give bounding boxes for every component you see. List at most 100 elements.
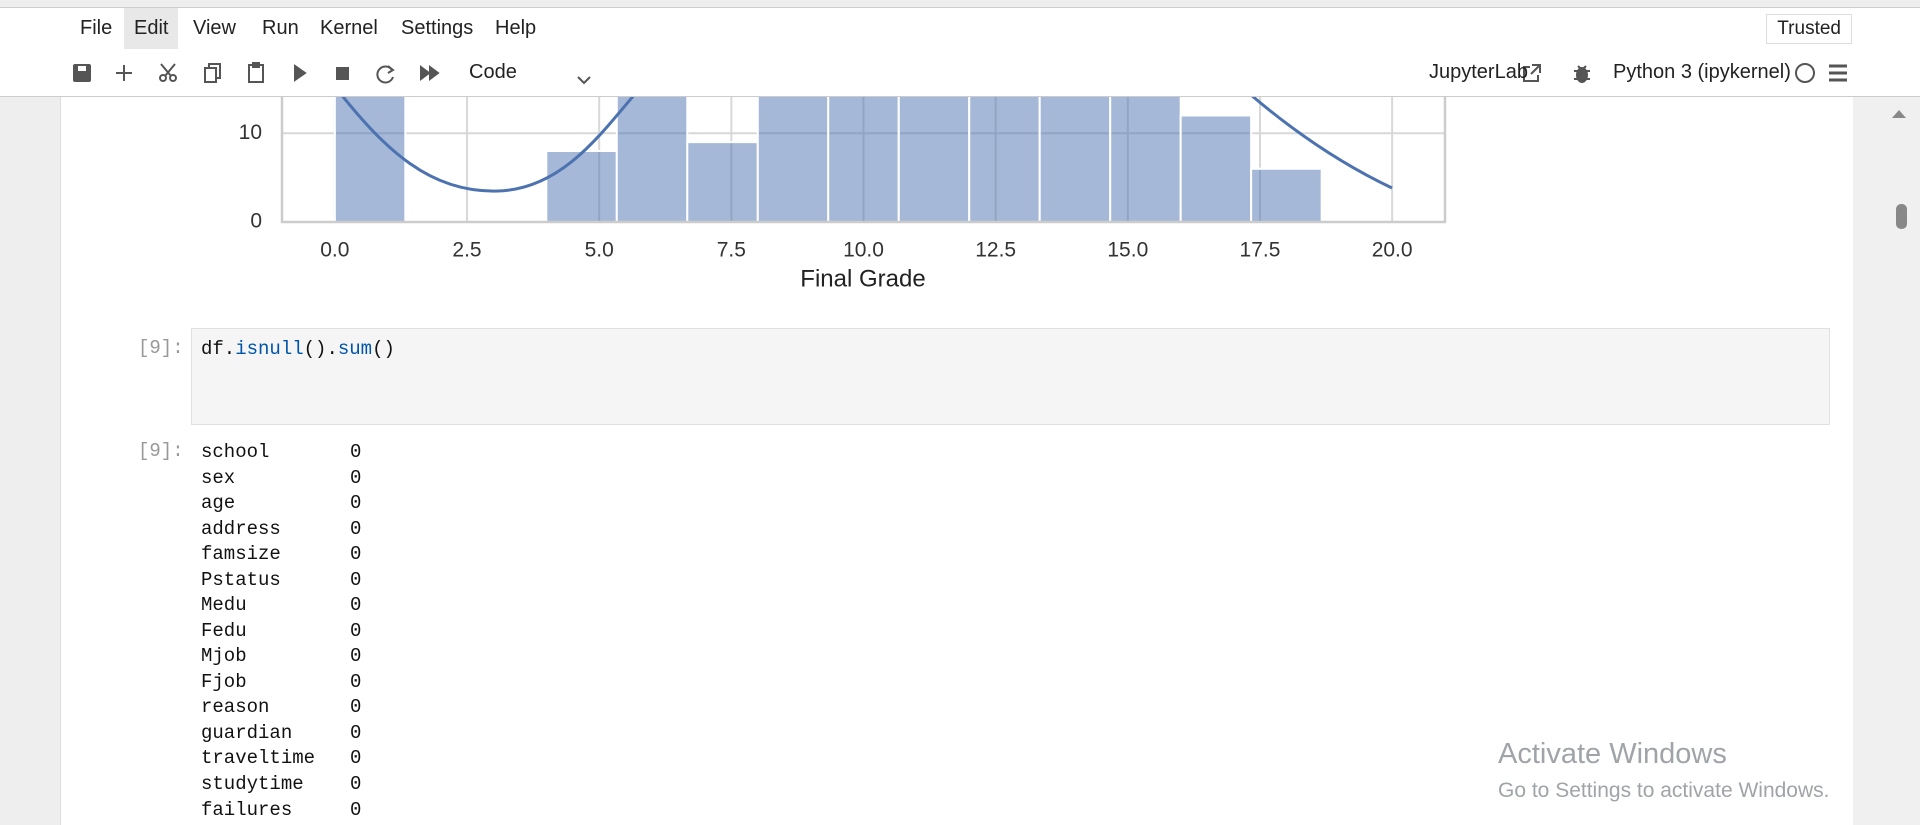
x-tick-label: 7.5	[717, 239, 746, 262]
output-value: 0	[350, 696, 362, 719]
x-tick-label: 0.0	[320, 239, 349, 262]
output-row: Fjob 0	[201, 670, 361, 695]
scrollbar[interactable]	[1853, 96, 1920, 825]
histogram-bar	[1179, 114, 1253, 223]
x-axis-label: Final Grade	[800, 265, 925, 292]
menu-item[interactable]: Run	[262, 17, 299, 39]
histogram-bar	[1109, 96, 1182, 224]
scrollbar-graphics	[1892, 110, 1907, 229]
output-row: traveltime 0	[201, 746, 361, 771]
paste-button[interactable]	[248, 62, 264, 83]
output-row: Mjob 0	[201, 644, 361, 669]
output-value: 0	[350, 441, 362, 463]
code-input[interactable]: df.isnull().sum()	[191, 328, 1830, 425]
output-value: 0	[350, 670, 362, 693]
output-row: famsize 0	[201, 542, 361, 567]
output-key: school	[201, 441, 270, 463]
add-cell-button[interactable]	[116, 65, 132, 81]
x-tick-label: 10.0	[843, 239, 884, 262]
axes-frame	[280, 96, 1447, 224]
copy-button[interactable]	[204, 63, 221, 83]
output-value: 0	[350, 773, 362, 796]
property-menu[interactable]	[1829, 64, 1847, 82]
output-key: Medu	[201, 594, 247, 617]
menu-item[interactable]: Help	[495, 17, 537, 39]
jupyterlab-link[interactable]: JupyterLab	[1429, 61, 1528, 83]
output-prompt: [9]:	[138, 440, 184, 462]
x-tick-label: 2.5	[452, 239, 481, 262]
menu-item[interactable]: File	[80, 17, 113, 39]
histogram-bar	[333, 96, 407, 223]
scroll-up-arrow[interactable]	[1892, 110, 1906, 118]
debugger-button[interactable]	[1574, 65, 1590, 83]
watermark-title: Activate Windows	[1498, 738, 1727, 770]
output-key: reason	[201, 696, 270, 719]
output-row: reason 0	[201, 695, 361, 720]
output-key: Fjob	[201, 670, 247, 693]
output-row: Medu 0	[201, 593, 361, 618]
x-tick-label: 12.5	[975, 239, 1016, 262]
trusted-indicator[interactable]: Trusted	[1766, 14, 1852, 44]
output-key: address	[201, 517, 281, 540]
output-value: 0	[350, 517, 362, 540]
output-value: 0	[350, 798, 362, 821]
histogram-bar	[686, 141, 759, 223]
x-tick-label: 15.0	[1107, 239, 1148, 262]
restart-button[interactable]	[376, 65, 395, 84]
x-tick-label: 5.0	[585, 239, 614, 262]
toolbar-icons	[73, 62, 1847, 85]
menu-item[interactable]: Settings	[401, 17, 474, 39]
output-key: famsize	[201, 543, 281, 566]
output-value: 0	[350, 543, 362, 566]
x-tick-label: 17.5	[1240, 239, 1281, 262]
output-key: studytime	[201, 773, 304, 796]
output-row: studytime 0	[201, 772, 361, 797]
run-all-button[interactable]	[420, 65, 440, 81]
output-row: guardian 0	[201, 721, 361, 746]
output-row: age 0	[201, 491, 361, 516]
code-token: df.	[201, 338, 236, 360]
menu-item[interactable]: View	[193, 17, 236, 39]
histogram-bar	[615, 96, 689, 223]
kernel-status[interactable]	[1795, 63, 1815, 83]
output-key: traveltime	[201, 747, 316, 770]
histogram-bar	[1038, 96, 1112, 224]
input-prompt: [9]:	[138, 337, 184, 359]
output-key: Fedu	[201, 619, 247, 642]
output-row: school 0	[201, 440, 361, 465]
histogram-chart: 0.0 2.5 5.0 7.5 10.0 12.5 15.0 17.5 20.0 0 10 Fina…	[239, 96, 1447, 292]
menu-item[interactable]: Kernel	[320, 17, 378, 39]
code-token: sum	[337, 338, 373, 360]
code-token: ().	[303, 338, 338, 360]
scroll-thumb[interactable]	[1896, 204, 1907, 229]
y-tick-label: 10	[239, 121, 262, 144]
histogram-bar	[897, 96, 971, 223]
kde-curve	[1250, 96, 1393, 190]
output-row: Pstatus 0	[201, 568, 361, 593]
output-value: 0	[350, 645, 362, 668]
notebook-toolbar: Code JupyterLab Python 3 (ipykernel)	[0, 49, 1920, 97]
watermark-text: Go to Settings to activate Windows.	[1498, 779, 1830, 802]
output-value: 0	[350, 466, 362, 489]
stop-button[interactable]	[336, 67, 349, 80]
output-row: sex 0	[201, 466, 361, 491]
cell-type-dropdown-arrow[interactable]	[577, 76, 591, 85]
cut-button[interactable]	[159, 63, 177, 82]
open-external-icon[interactable]	[1523, 64, 1541, 82]
histogram-bar	[1250, 167, 1323, 223]
menu-item[interactable]: Edit	[124, 8, 179, 49]
output-value: 0	[350, 492, 362, 515]
output-value: 0	[350, 721, 362, 744]
kernel-name[interactable]: Python 3 (ipykernel)	[1613, 61, 1791, 83]
menu-bar: Trusted File Edit View Run Kernel Settings Hel…	[0, 7, 1920, 50]
output-value: 0	[350, 594, 362, 617]
cell-type-select[interactable]: Code	[469, 61, 517, 83]
run-button[interactable]	[294, 64, 307, 82]
output-key: Mjob	[201, 645, 247, 668]
output-value: 0	[350, 619, 362, 642]
output-key: sex	[201, 466, 236, 489]
output-row: failures 0	[201, 798, 361, 823]
save-button[interactable]	[73, 64, 91, 82]
y-tick-label: 0	[250, 210, 262, 233]
